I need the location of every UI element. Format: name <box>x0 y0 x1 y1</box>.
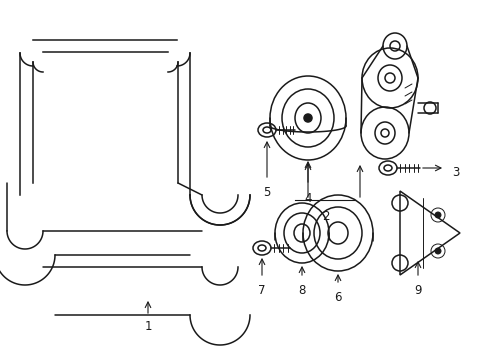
Text: 2: 2 <box>322 210 329 223</box>
Ellipse shape <box>434 212 440 218</box>
Ellipse shape <box>434 248 440 254</box>
Text: 9: 9 <box>413 284 421 297</box>
Text: 5: 5 <box>263 186 270 199</box>
Ellipse shape <box>304 114 311 122</box>
Text: 7: 7 <box>258 284 265 297</box>
Text: 6: 6 <box>334 291 341 304</box>
Text: 3: 3 <box>451 166 458 179</box>
Text: 4: 4 <box>304 192 311 205</box>
Text: 8: 8 <box>298 284 305 297</box>
Text: 1: 1 <box>144 320 151 333</box>
